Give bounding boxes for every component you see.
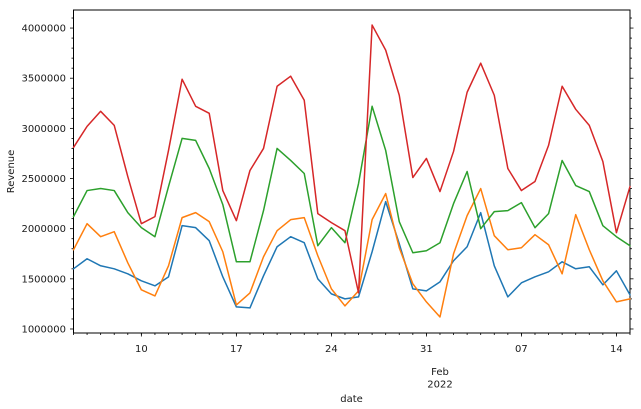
y-tick-label: 2500000	[21, 174, 66, 185]
x-tick-label: 14	[610, 344, 623, 355]
month-year-label: Feb 2022	[427, 367, 452, 391]
plot-border	[73, 9, 631, 334]
series-green-line	[72, 105, 631, 263]
y-tick-label: 4000000	[21, 24, 66, 35]
x-tick-label: 17	[230, 344, 243, 355]
month-label-text: Feb	[431, 367, 449, 378]
x-tick-label: 24	[325, 344, 338, 355]
y-tick-label: 2000000	[21, 224, 66, 235]
y-axis-label: Revenue	[6, 150, 17, 194]
y-tick-label: 1000000	[21, 324, 66, 335]
chart-series	[72, 24, 631, 318]
x-tick-label: 07	[515, 344, 528, 355]
x-tick-label: 31	[420, 344, 433, 355]
x-tick-label: 10	[135, 344, 148, 355]
series-orange-line	[72, 187, 631, 318]
y-tick-label: 1500000	[21, 274, 66, 285]
y-tick-label: 3000000	[21, 124, 66, 135]
year-label-text: 2022	[427, 380, 452, 391]
series-red-line	[72, 24, 631, 294]
y-tick-label: 3500000	[21, 74, 66, 85]
x-axis-label: date	[340, 394, 363, 405]
axis-ticks: 1000000 1500000 2000000 2500000 3000000 35000…	[21, 9, 634, 355]
